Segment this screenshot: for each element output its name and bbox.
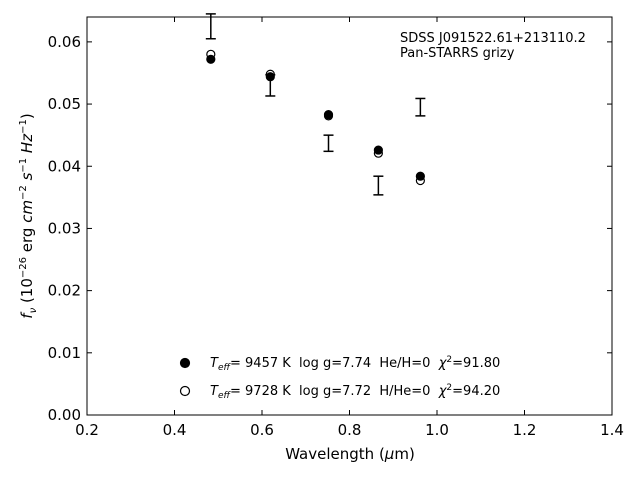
y-tick-label: 0.03	[48, 219, 81, 237]
model-points	[206, 49, 425, 186]
legend-marker-filled	[179, 357, 191, 369]
observed-errorbar	[415, 97, 426, 117]
y-tick-label: 0.00	[48, 406, 81, 424]
observed-errorbar	[373, 175, 384, 196]
observed-errorbar	[323, 134, 334, 153]
axis-ticks	[86, 17, 613, 416]
x-tick-labels: 0.2 0.4 0.6 0.8 1.0 1.2 1.4	[75, 421, 624, 439]
survey-name: Pan-STARRS grizy	[400, 46, 515, 61]
y-tick-label: 0.02	[48, 282, 81, 300]
object-name: SDSS J091522.61+213110.2	[400, 31, 586, 46]
model-point-open	[265, 69, 275, 79]
y-tick-label: 0.05	[48, 95, 81, 113]
x-axis-label: Wavelength (μm)	[285, 445, 415, 463]
x-tick-label: 0.4	[163, 421, 187, 439]
model-point-filled	[373, 145, 383, 155]
y-tick-label: 0.06	[48, 33, 81, 51]
x-tick-label: 1.2	[513, 421, 537, 439]
model-point-open	[415, 175, 425, 186]
legend-marker-open	[179, 385, 191, 397]
model-point-open	[206, 49, 216, 59]
model-point-open	[323, 111, 334, 121]
y-tick-labels: 0.00 0.01 0.02 0.03 0.04 0.05 0.06	[48, 33, 81, 424]
x-tick-label: 1.0	[425, 421, 449, 439]
y-tick-label: 0.04	[48, 157, 81, 175]
legend-entry-2: Teff= 9728 K log g=7.72 H/He=0 χ2=94.20	[210, 383, 500, 401]
model-point-open	[373, 148, 383, 158]
x-tick-label: 0.2	[75, 421, 99, 439]
x-tick-label: 0.6	[250, 421, 274, 439]
model-point-filled	[265, 72, 275, 82]
legend-entry-1: Teff= 9457 K log g=7.74 He/H=0 χ2=91.80	[210, 355, 500, 373]
y-axis-label: fν (10−26 erg cm−2 s−1 Hz−1)	[18, 113, 39, 318]
observed-errorbars	[205, 13, 426, 196]
x-tick-label: 0.8	[338, 421, 362, 439]
legend: Teff= 9457 K log g=7.74 He/H=0 χ2=91.80 …	[179, 355, 500, 401]
y-tick-label: 0.01	[48, 344, 81, 362]
observed-errorbar	[205, 13, 216, 40]
x-tick-label: 1.4	[600, 421, 624, 439]
